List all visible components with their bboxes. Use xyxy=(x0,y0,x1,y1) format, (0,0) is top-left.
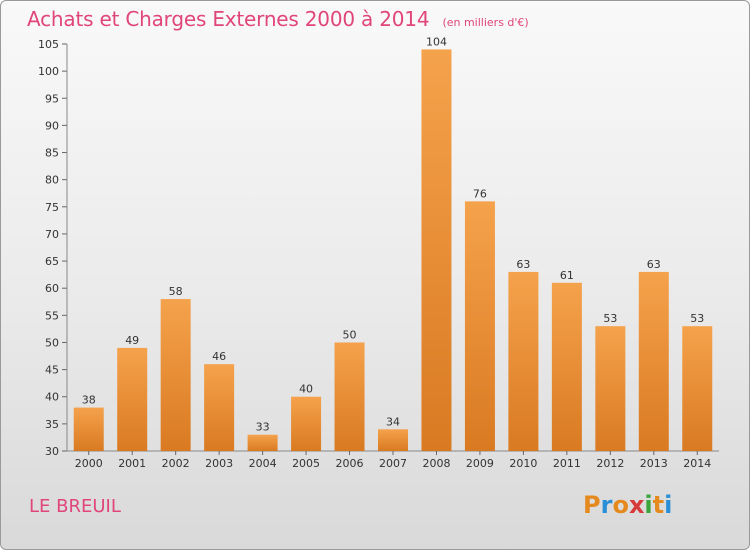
y-tick-label: 40 xyxy=(45,391,59,404)
x-tick-label-2007: 2007 xyxy=(379,457,407,470)
logo-letter: x xyxy=(628,491,645,519)
bar-2007 xyxy=(378,429,408,451)
bar-2003 xyxy=(204,364,235,451)
chart-title: Achats et Charges Externes 2000 à 2014 xyxy=(27,7,430,31)
y-tick-label: 85 xyxy=(45,147,59,160)
value-label-2010: 63 xyxy=(516,258,530,271)
x-tick-label-2012: 2012 xyxy=(596,457,624,470)
y-tick-label: 50 xyxy=(45,336,59,349)
y-tick-label: 45 xyxy=(45,364,59,377)
logo-letter: r xyxy=(600,491,613,519)
x-tick-label-2006: 2006 xyxy=(336,457,364,470)
bar-2012 xyxy=(595,326,626,451)
value-label-2011: 61 xyxy=(560,269,574,282)
logo-letter: t xyxy=(652,491,665,519)
value-label-2003: 46 xyxy=(212,350,226,363)
x-tick-label-2001: 2001 xyxy=(118,457,146,470)
y-tick-label: 100 xyxy=(38,65,59,78)
value-label-2014: 53 xyxy=(690,312,704,325)
bar-2004 xyxy=(247,434,278,451)
value-label-2005: 40 xyxy=(299,383,313,396)
commune-name: LE BREUIL xyxy=(29,496,121,517)
bar-2013 xyxy=(638,271,669,451)
value-label-2009: 76 xyxy=(473,187,487,200)
y-tick-label: 80 xyxy=(45,174,59,187)
x-tick-label-2009: 2009 xyxy=(466,457,494,470)
bar-2005 xyxy=(291,396,322,451)
value-label-2013: 63 xyxy=(647,258,661,271)
x-tick-label-2014: 2014 xyxy=(683,457,711,470)
bar-2010 xyxy=(508,271,539,451)
value-label-2006: 50 xyxy=(343,328,357,341)
bar-2000 xyxy=(73,407,104,451)
value-label-2004: 33 xyxy=(256,421,270,434)
bar-2002 xyxy=(160,299,191,451)
value-label-2008: 104 xyxy=(426,35,447,48)
x-tick-label-2002: 2002 xyxy=(162,457,190,470)
bar-2006 xyxy=(334,342,365,451)
logo-letter: i xyxy=(644,491,653,519)
y-tick-label: 95 xyxy=(45,92,59,105)
value-label-2007: 34 xyxy=(386,415,400,428)
x-tick-label-2010: 2010 xyxy=(509,457,537,470)
y-tick-label: 75 xyxy=(45,201,59,214)
y-tick-label: 90 xyxy=(45,119,59,132)
proxiti-logo: Proxiti xyxy=(583,491,672,519)
x-tick-label-2013: 2013 xyxy=(640,457,668,470)
chart-subtitle: (en milliers d'€) xyxy=(442,16,529,29)
value-label-2002: 58 xyxy=(169,285,183,298)
y-tick-label: 60 xyxy=(45,282,59,295)
y-tick-label: 55 xyxy=(45,309,59,322)
value-label-2012: 53 xyxy=(603,312,617,325)
y-tick-label: 35 xyxy=(45,418,59,431)
x-tick-label-2000: 2000 xyxy=(75,457,103,470)
x-tick-label-2004: 2004 xyxy=(249,457,277,470)
logo-letter: o xyxy=(612,491,629,519)
y-tick-label: 105 xyxy=(38,38,59,51)
x-tick-label-2011: 2011 xyxy=(553,457,581,470)
y-tick-label: 30 xyxy=(45,445,59,458)
bar-2008 xyxy=(421,49,452,451)
y-tick-label: 70 xyxy=(45,228,59,241)
logo-letter: P xyxy=(583,491,601,519)
chart-title-row: Achats et Charges Externes 2000 à 2014 (… xyxy=(27,7,529,31)
x-tick-label-2003: 2003 xyxy=(205,457,233,470)
value-label-2000: 38 xyxy=(82,394,96,407)
x-tick-label-2008: 2008 xyxy=(422,457,450,470)
value-label-2001: 49 xyxy=(125,334,139,347)
logo-letter: i xyxy=(664,491,673,519)
bar-2009 xyxy=(464,201,495,451)
bar-2001 xyxy=(117,347,148,451)
y-tick-label: 65 xyxy=(45,255,59,268)
bar-2011 xyxy=(551,282,582,451)
bar-2014 xyxy=(682,326,713,451)
x-tick-label-2005: 2005 xyxy=(292,457,320,470)
